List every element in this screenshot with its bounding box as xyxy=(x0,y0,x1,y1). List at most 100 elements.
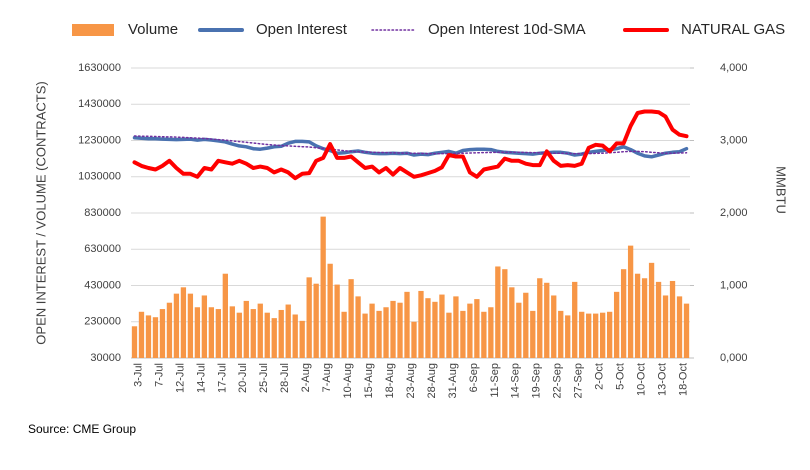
bar xyxy=(551,295,557,358)
bar xyxy=(488,307,494,358)
bar xyxy=(662,295,669,358)
bar xyxy=(131,326,138,358)
bar xyxy=(250,309,256,358)
bar xyxy=(593,313,599,358)
x-tick-label: 11-Sep xyxy=(489,363,501,398)
bar xyxy=(627,245,634,358)
y-tick-label: 230000 xyxy=(84,316,121,328)
bar xyxy=(159,309,166,358)
legend-swatch xyxy=(72,24,114,36)
bar xyxy=(201,295,208,358)
bar xyxy=(222,273,228,358)
bar xyxy=(460,310,466,358)
bar xyxy=(180,287,187,358)
legend-label: Open Interest xyxy=(256,21,348,38)
bar xyxy=(355,296,361,358)
bar xyxy=(383,307,389,358)
bar xyxy=(397,302,403,358)
bar xyxy=(292,314,298,358)
bar xyxy=(537,278,543,358)
legend-label: Open Interest 10d-SMA xyxy=(428,21,586,38)
bar xyxy=(579,311,585,358)
bar xyxy=(516,302,522,358)
bar xyxy=(509,287,515,358)
x-tick-label: 20-Jul xyxy=(237,363,249,393)
y2-tick-label: 2,000 xyxy=(720,207,748,219)
bar xyxy=(152,317,159,358)
y-tick-label: 430000 xyxy=(84,279,121,291)
bar xyxy=(320,216,326,358)
bar xyxy=(641,278,648,358)
bar xyxy=(600,312,606,358)
x-tick-label: 31-Aug xyxy=(447,363,459,398)
bar xyxy=(613,291,620,358)
x-tick-label: 25-Jul xyxy=(258,363,270,393)
bar xyxy=(495,266,501,358)
bar xyxy=(481,311,487,358)
bar xyxy=(620,269,627,358)
line xyxy=(132,136,689,159)
bar xyxy=(446,312,452,358)
bar xyxy=(425,298,431,358)
x-tick-label: 22-Sep xyxy=(552,363,564,398)
x-tick-label: 14-Jul xyxy=(195,363,207,393)
bar xyxy=(145,315,152,358)
x-tick-label: 18-Oct xyxy=(677,363,689,396)
x-tick-label: 10-Oct xyxy=(636,363,648,396)
bar xyxy=(606,311,613,358)
bar xyxy=(418,290,424,358)
bar xyxy=(669,280,676,358)
bar xyxy=(236,312,242,358)
bar xyxy=(453,296,459,358)
bar xyxy=(683,303,690,358)
y2-tick-label: 1,000 xyxy=(720,279,748,291)
source: Source: CME Group xyxy=(28,422,136,436)
bar xyxy=(348,279,354,358)
x-tick-label: 2-Oct xyxy=(594,363,606,390)
bar xyxy=(229,306,235,358)
y2-axis-title: MMBTU xyxy=(774,166,789,214)
x-tick-label: 3-Jul xyxy=(132,363,144,387)
bar xyxy=(586,313,592,358)
x-tick-label: 28-Jul xyxy=(279,363,291,393)
bar xyxy=(313,283,319,358)
bar xyxy=(334,284,340,358)
bar xyxy=(411,321,417,358)
legend-label: Volume xyxy=(128,21,178,38)
x-tick-label: 7-Jul xyxy=(153,363,165,387)
line xyxy=(133,135,688,155)
bar xyxy=(299,320,305,358)
line xyxy=(132,109,689,181)
bar xyxy=(285,304,291,358)
bar xyxy=(390,300,396,358)
y2-tick-label: 4,000 xyxy=(720,62,748,74)
bar xyxy=(648,262,655,358)
bar xyxy=(264,312,270,358)
bar xyxy=(544,282,550,358)
x-tick-label: 7-Aug xyxy=(321,363,333,392)
y-axis-title: OPEN INTEREST / VOLUME (CONTRACTS) xyxy=(33,81,48,344)
bar xyxy=(166,302,173,358)
bar xyxy=(655,281,662,358)
bar xyxy=(565,315,571,358)
bar xyxy=(173,293,180,358)
x-tick-label: 2-Aug xyxy=(300,363,312,392)
legend-label: NATURAL GAS xyxy=(681,21,785,38)
bar xyxy=(558,310,564,358)
x-tick-label: 12-Jul xyxy=(174,363,186,393)
bar xyxy=(306,277,312,358)
bar xyxy=(327,263,333,358)
bar xyxy=(572,281,578,358)
bar xyxy=(362,313,368,358)
bar xyxy=(278,309,284,358)
bar xyxy=(523,292,529,358)
x-tick-label: 15-Aug xyxy=(363,363,375,398)
y-tick-label: 830000 xyxy=(84,207,121,219)
x-tick-label: 19-Sep xyxy=(531,363,543,398)
y-tick-label: 1030000 xyxy=(78,171,121,183)
bar xyxy=(376,310,382,358)
y-tick-label: 30000 xyxy=(90,352,121,364)
bar xyxy=(194,307,201,358)
bar xyxy=(474,299,480,358)
